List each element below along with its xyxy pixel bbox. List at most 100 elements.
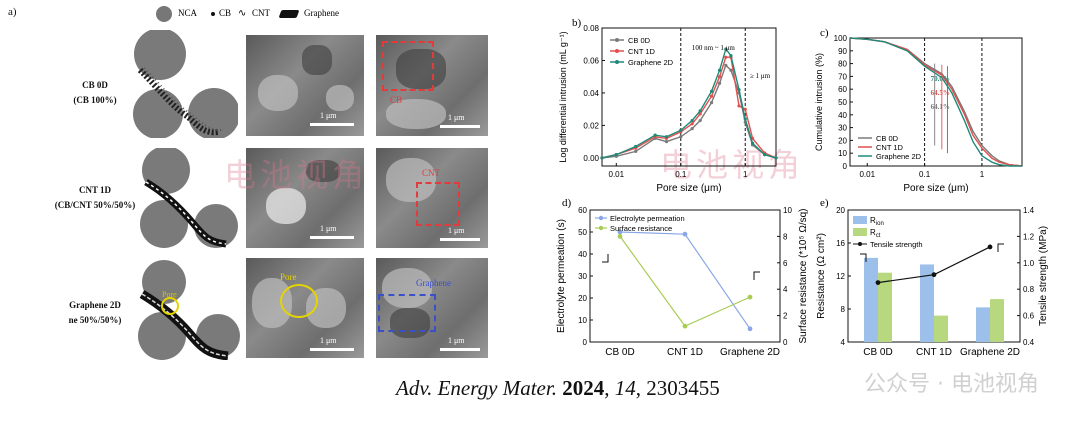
- schematic-cb: [133, 30, 238, 138]
- chart-d-ytick-label: 50: [578, 228, 587, 237]
- citation-journal: Adv. Energy Mater.: [396, 376, 563, 400]
- chart-c-legend-label: CB 0D: [876, 134, 899, 143]
- chart-b-legend-label: CNT 1D: [628, 47, 656, 56]
- row-cb-title: CB 0D: [82, 80, 108, 90]
- sem-graphene-high-mag: Graphene 1 μm: [376, 258, 488, 358]
- chart-c-annotation: 64.5%: [931, 89, 950, 97]
- chart-b-series-point-2: [614, 153, 618, 157]
- chart-e-bar-1: [934, 315, 948, 342]
- row-graphene-subtitle: ne 50%/50%): [68, 315, 122, 325]
- chart-b-series-point-2: [774, 156, 778, 160]
- chart-b-series-point-1: [717, 75, 722, 79]
- chart-c-legend-label: CNT 1D: [876, 143, 904, 152]
- graphene-legend-label: Graphene: [304, 8, 339, 18]
- chart-b-series-point-2: [690, 118, 694, 123]
- chart-b-series-point-1: [737, 104, 741, 108]
- chart-d-y2tick-label: 8: [783, 232, 788, 241]
- sem-cnt-high-scale: 1 μm: [448, 226, 465, 235]
- panel-a-letter: a): [8, 6, 17, 18]
- chart-d-ytick-label: 0: [583, 338, 588, 347]
- chart-e-bar-1: [990, 299, 1004, 342]
- chart-b-series-point-2: [763, 153, 767, 157]
- chart-b-series-point-1: [709, 94, 714, 98]
- chart-c-xtick-label: 1: [980, 170, 985, 179]
- watermark-left: 电池视角: [224, 156, 369, 194]
- chart-c-ytick-label: 40: [838, 111, 847, 120]
- chart-b-series-point-2: [600, 156, 604, 160]
- chart-d-legend-label: Electrolyte permeation: [610, 214, 685, 223]
- chart-e-ytick-label: 12: [836, 272, 845, 281]
- chart-b-ytick-label: 0.04: [583, 89, 599, 98]
- chart-e-y2tick-label: 0.4: [1023, 338, 1035, 347]
- chart-e-ylabel: Resistance (Ω cm²): [816, 233, 827, 319]
- chart-d-legend-marker: [598, 225, 604, 231]
- chart-c-ytick-label: 70: [838, 72, 847, 81]
- chart-e-y2tick-label: 0.6: [1023, 312, 1035, 321]
- chart-e-tensile-point: [987, 244, 993, 250]
- chart-e-category-label: CNT 1D: [916, 347, 952, 358]
- cb-legend-icon: [211, 12, 215, 16]
- chart-d-series-point-0: [747, 326, 753, 332]
- chart-b-xlabel: Pore size (μm): [656, 183, 721, 194]
- chart-d-left-axis-arrow: [602, 254, 609, 263]
- sem-cb-low-scale: 1 μm: [320, 111, 337, 120]
- panel-a-legend: NCA CB ∿ CNT Graphene: [156, 6, 366, 24]
- chart-b-legend-marker: [615, 49, 619, 53]
- citation-article: , 2303455: [635, 376, 720, 400]
- chart-e-y2tick-label: 1.4: [1023, 206, 1035, 215]
- chart-b-series-point-2: [724, 47, 728, 51]
- sem-pore-circle-icon: [280, 284, 318, 318]
- chart-c-ytick-label: 100: [834, 34, 848, 43]
- chart-e-legend-swatch: [853, 216, 867, 224]
- watermark-right: 电池视角: [660, 146, 805, 184]
- chart-e-legend-marker: [858, 242, 862, 246]
- chart-b-legend-label: Graphene 2D: [628, 58, 674, 67]
- chart-e-tensile-point: [931, 272, 937, 278]
- chart-d-ytick-label: 20: [578, 294, 587, 303]
- chart-c-xtick-label: 0.1: [919, 170, 931, 179]
- chart-c-series-line-2: [849, 37, 1022, 167]
- chart-b-ytick-label: 0.00: [583, 154, 599, 163]
- chart-d-y2tick-label: 0: [783, 338, 788, 347]
- citation-year: 2024: [562, 376, 605, 400]
- chart-d-series-line-0: [619, 231, 751, 330]
- overlay-watermark: 公众号 · 电池视角: [864, 372, 1039, 397]
- sem-graphene-high-scale: 1 μm: [448, 336, 465, 345]
- chart-c-annotation: 70.0%: [931, 75, 950, 83]
- chart-e-bar-0: [976, 307, 990, 342]
- chart-d-y2tick-label: 6: [783, 259, 788, 268]
- chart-e-ytick-label: 20: [836, 206, 845, 215]
- chart-b-series-point-0: [698, 118, 702, 123]
- chart-c-xlabel: Pore size (μm): [903, 183, 968, 194]
- chart-e-ytick-label: 4: [841, 338, 846, 347]
- chart-b-ytick-label: 0.02: [583, 121, 599, 130]
- sem-pore-label: Pore: [280, 272, 297, 282]
- cnt-legend-icon: ∿: [238, 8, 247, 19]
- graphene-highlight-box: [378, 294, 436, 332]
- chart-d-series-line-1: [619, 236, 751, 327]
- chart-e-ytick-label: 16: [836, 239, 845, 248]
- chart-c-ytick-label: 20: [838, 136, 847, 145]
- chart-d-y2label: Surface resistance (*10⁵ Ω/sq): [798, 208, 809, 343]
- chart-b-series-point-0: [709, 101, 714, 105]
- chart-c-legend-label: Graphene 2D: [876, 152, 922, 161]
- citation-sep: ,: [604, 376, 615, 400]
- chart-b-series-point-2: [717, 68, 722, 72]
- chart-e-panel-letter: e): [820, 197, 829, 209]
- chart-e-bar-0: [864, 257, 878, 342]
- schematic-graphene: [138, 260, 240, 360]
- graphene-highlight-label: Graphene: [416, 278, 451, 288]
- sem-cb-high-scale: 1 μm: [448, 113, 465, 122]
- cnt-highlight-box: [416, 182, 460, 226]
- chart-e-y2label: Tensile strength (MPa): [1038, 226, 1049, 326]
- sem-cnt-low-scale: 1 μm: [320, 224, 337, 233]
- chart-b-series-point-0: [729, 68, 733, 72]
- chart-c-ylabel: Cumulative intrusion (%): [814, 53, 824, 151]
- chart-b-legend-label: CB 0D: [628, 36, 651, 45]
- sem-cb-high-mag: CB 1 μm: [376, 35, 488, 136]
- chart-b-series-point-1: [743, 107, 747, 111]
- chart-b-frame: [601, 27, 777, 167]
- chart-e-right-axis-arrow: [997, 243, 1004, 252]
- sem-cnt-low-mag: 1 μm: [246, 148, 364, 248]
- chart-b-series-point-2: [664, 135, 669, 139]
